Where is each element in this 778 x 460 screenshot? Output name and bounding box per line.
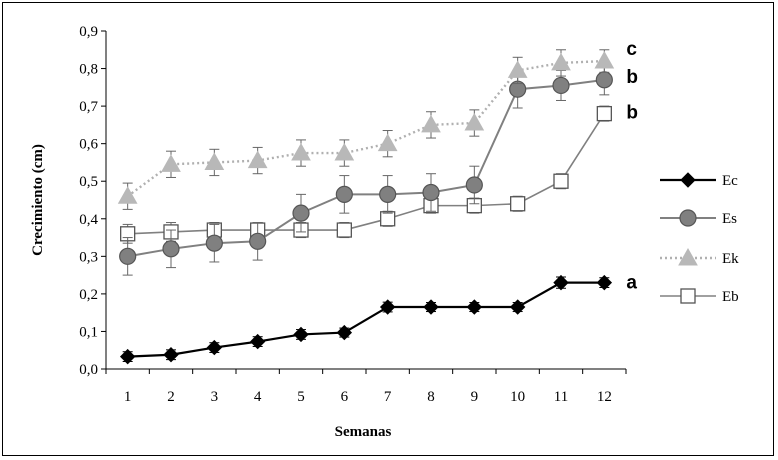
x-tick-label: 7: [384, 389, 392, 405]
x-tick-label: 3: [211, 389, 219, 405]
x-axis-label: Semanas: [335, 424, 392, 440]
legend-label: Ec: [722, 173, 738, 189]
series-layer: [117, 49, 615, 365]
x-tick-label: 5: [297, 389, 305, 405]
data-point: [249, 333, 266, 350]
data-point: [117, 186, 138, 204]
data-point: [509, 299, 526, 315]
legend-item-es: Es: [660, 209, 737, 227]
y-tick-label: 0,2: [79, 287, 98, 303]
data-point: [422, 183, 440, 202]
data-point: [594, 51, 615, 69]
series-ek: [117, 49, 615, 210]
x-tick-label: 8: [427, 389, 435, 405]
data-point: [293, 326, 309, 343]
axes: 0,00,10,20,30,40,50,60,70,80,91 2 3 4 5 6 7 8 9 1…: [79, 24, 627, 405]
y-tick-label: 0,1: [79, 324, 98, 340]
legend-item-ek: Ek: [660, 247, 739, 267]
x-tick-label: 4: [254, 389, 262, 405]
data-point: [380, 211, 396, 227]
data-point: [553, 274, 569, 291]
data-point: [379, 185, 397, 203]
data-point: [161, 154, 181, 172]
series-line: [127, 281, 605, 358]
y-tick-label: 0,9: [79, 24, 98, 40]
legend-marker: [680, 172, 696, 188]
data-point: [595, 71, 613, 89]
data-point: [249, 232, 267, 250]
data-point: [553, 173, 569, 189]
data-point: [377, 133, 398, 152]
data-point: [336, 324, 353, 341]
annotation-eb: b: [626, 103, 638, 124]
data-point: [162, 240, 180, 258]
y-tick-label: 0,5: [79, 174, 98, 190]
series-line: [127, 113, 606, 235]
data-point: [551, 52, 571, 71]
legend-label: Eb: [722, 289, 739, 305]
y-tick-label: 0,3: [79, 249, 98, 265]
legend-marker: [678, 247, 698, 266]
data-point: [206, 339, 223, 356]
data-point: [552, 76, 570, 95]
data-point: [292, 204, 310, 222]
data-point: [119, 348, 136, 365]
data-point: [596, 274, 613, 291]
data-point: [510, 196, 526, 212]
annotation-ek: c: [626, 39, 637, 60]
y-tick-label: 0,0: [79, 362, 98, 378]
data-point: [119, 247, 137, 265]
data-point: [464, 112, 485, 131]
series-es: [119, 64, 613, 276]
data-point: [507, 60, 528, 78]
data-point: [334, 143, 355, 161]
x-tick-label: 12: [597, 389, 612, 405]
y-tick-label: 0,4: [79, 212, 98, 228]
annotation-es: b: [626, 67, 638, 88]
data-point: [163, 347, 179, 363]
y-tick-label: 0,7: [79, 99, 98, 115]
data-point: [379, 299, 396, 315]
legend-marker: [679, 209, 697, 227]
legend-label: Es: [722, 211, 737, 227]
x-tick-label: 10: [510, 389, 525, 405]
data-point: [291, 143, 311, 161]
data-point: [335, 185, 353, 203]
series-ec: [119, 274, 613, 365]
y-tick-label: 0,8: [79, 62, 98, 78]
data-point: [421, 114, 441, 133]
legend-item-ec: Ec: [660, 172, 738, 189]
legend: Ec Es Ek Eb: [660, 172, 739, 305]
data-point: [423, 299, 439, 315]
x-tick-label: 11: [554, 389, 568, 405]
annotation-ec: a: [626, 273, 637, 294]
data-point: [336, 222, 352, 238]
data-point: [204, 152, 225, 170]
data-point: [596, 105, 612, 122]
data-point: [247, 150, 268, 169]
data-point: [465, 176, 483, 194]
legend-item-eb: Eb: [660, 288, 739, 305]
x-tick-label: 1: [124, 389, 132, 405]
y-axis-label: Crecimiento (cm): [30, 144, 46, 256]
x-tick-label: 2: [167, 389, 175, 405]
legend-marker: [680, 288, 696, 304]
data-point: [205, 234, 223, 252]
series-line: [126, 59, 605, 198]
series-eb: [120, 105, 612, 244]
data-point: [466, 299, 483, 315]
x-tick-label: 9: [471, 389, 479, 405]
legend-label: Ek: [722, 251, 739, 267]
series-line: [127, 78, 605, 258]
y-tick-label: 0,6: [79, 137, 98, 153]
x-tick-label: 6: [341, 389, 349, 405]
